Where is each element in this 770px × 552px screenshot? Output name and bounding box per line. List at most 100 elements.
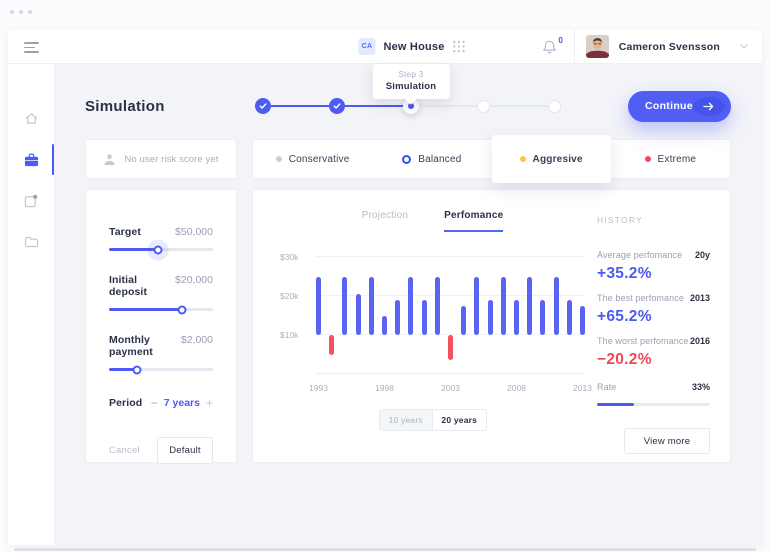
risk-row: No user risk score yet Conservative Balan… (85, 135, 731, 183)
slider-label: Target (109, 226, 141, 238)
dot-icon (275, 156, 282, 162)
view-more-button[interactable]: View more (624, 428, 710, 454)
initial-deposit-slider-thumb[interactable] (177, 305, 187, 314)
stepper-connector (345, 105, 403, 107)
bar-2005 (474, 276, 480, 335)
x-tick-1993: 1993 (309, 383, 328, 393)
history-items: Average perfomance 20y +35.2% The best perf… (597, 250, 710, 379)
home-icon (24, 111, 39, 126)
history-item-value: +35.2% (597, 265, 652, 282)
bar-2007 (500, 276, 506, 335)
initial-deposit-slider-track[interactable] (109, 305, 213, 314)
sidebar-item-documents[interactable] (8, 233, 54, 250)
cancel-button[interactable]: Cancel (109, 445, 140, 456)
bar-2011 (553, 276, 559, 335)
step-1-completed[interactable] (255, 98, 271, 114)
notifications-button[interactable]: 0 (542, 36, 563, 55)
portfolio-icon (24, 153, 39, 167)
bar-2013 (580, 305, 585, 335)
step-3-current[interactable] (403, 98, 419, 114)
grid-dots-icon[interactable] (453, 40, 466, 53)
rate-row: Rate 33% (597, 382, 710, 392)
range-10-years[interactable]: 10 years (379, 410, 432, 430)
sidebar-item-portfolio[interactable] (8, 144, 54, 175)
history-item-row: Average perfomance 20y (597, 250, 710, 260)
risk-option-balanced[interactable]: Balanced (372, 140, 491, 178)
bar-1996 (355, 294, 361, 335)
main-content: Simulation Continue No user risk score y… (54, 64, 762, 545)
tab-projection[interactable]: Projection (361, 210, 409, 221)
chart-tabs: Projection Perfomance (280, 210, 585, 232)
workspace-switcher[interactable]: CA New House (358, 30, 465, 63)
history-item-label: Average perfomance (597, 250, 683, 260)
period-label: Period (109, 397, 143, 409)
export-icon (24, 194, 38, 208)
range-20-years[interactable]: 20 years (432, 410, 486, 430)
tab-perfomance[interactable]: Perfomance (444, 210, 504, 232)
history-panel: HISTORY Average perfomance 20y +35.2% The b… (597, 210, 710, 462)
period-value: 7 years (163, 397, 200, 409)
risk-option-label: Aggresive (532, 153, 583, 165)
x-tick-1998: 1998 (375, 383, 394, 393)
risk-options-card: Conservative Balanced Aggresive Extreme (252, 135, 731, 183)
target-slider-thumb[interactable] (153, 245, 163, 254)
dot-icon (644, 156, 651, 162)
risk-option-label: Conservative (288, 153, 350, 165)
step-tooltip: Step 3 Simulation (372, 64, 450, 99)
risk-option-aggresive[interactable]: Aggresive (491, 135, 611, 183)
monthly-payment-slider-track[interactable] (109, 365, 213, 374)
sidebar-item-home[interactable] (8, 110, 54, 127)
default-button[interactable]: Default (157, 437, 213, 464)
title-row: Simulation Continue (85, 90, 731, 122)
target-slider-track[interactable] (109, 245, 213, 254)
step-4-upcoming[interactable] (477, 99, 490, 113)
slider-value: $20,000 (175, 274, 213, 286)
x-axis-labels: 1993 1998 2003 2008 2013 (309, 383, 592, 395)
dot-icon (519, 156, 526, 162)
chevron-down-icon[interactable] (740, 44, 748, 49)
monthly-payment-slider-thumb[interactable] (132, 365, 142, 374)
risk-option-extreme[interactable]: Extreme (611, 140, 730, 178)
bar-2004 (461, 305, 467, 335)
step-5-upcoming[interactable] (548, 99, 561, 113)
bar-1993 (316, 276, 321, 335)
sidebar-item-reports[interactable] (8, 192, 54, 209)
step-2-completed[interactable] (329, 98, 345, 114)
history-item-the-worst-perfomance: The worst perfomance 2016 −20.2% (597, 336, 710, 369)
header: CA New House 0 Cameron Svensson (8, 30, 762, 64)
bar-1998 (382, 315, 387, 335)
gridline-10k (316, 334, 585, 335)
slider-label-row: Monthly payment $2,000 (109, 334, 213, 358)
ring-icon (402, 154, 412, 164)
notification-count: 0 (558, 35, 563, 45)
bar-1997 (368, 276, 374, 335)
user-name: Cameron Svensson (618, 40, 720, 53)
app-window: CA New House 0 Cameron Svensson (8, 30, 762, 545)
main-row: Target $50,000 Initial deposit $20,000 Month… (85, 189, 731, 464)
continue-button[interactable]: Continue (628, 90, 731, 122)
bar-2009 (527, 276, 533, 335)
bar-2012 (566, 299, 572, 335)
stepper-connector (490, 105, 548, 107)
y-tick-label: $30k (280, 252, 299, 262)
chart-column: Projection Perfomance $10k $20k $30k 1993 19… (280, 210, 597, 462)
sidebar (8, 64, 54, 545)
x-tick-2013: 2013 (573, 383, 592, 393)
history-item-value: +65.2% (597, 308, 652, 325)
avatar[interactable] (585, 35, 609, 58)
period-decrease-button[interactable]: − (150, 396, 158, 410)
slider-group-target: Target $50,000 (109, 226, 213, 254)
slider-fill (109, 368, 138, 371)
history-item-row: The worst perfomance 2016 (597, 336, 710, 346)
risk-option-conservative[interactable]: Conservative (253, 140, 372, 178)
rate-progress-bar (597, 403, 710, 406)
risk-score-empty-card: No user risk score yet (85, 139, 237, 179)
period-increase-button[interactable]: + (205, 396, 213, 410)
tooltip-step: Step 3 (398, 70, 424, 79)
bell-icon (542, 39, 557, 55)
slider-label-row: Initial deposit $20,000 (109, 274, 213, 298)
history-item-row: The best perfomance 2013 (597, 293, 710, 303)
background-window-edge (14, 548, 756, 551)
menu-icon[interactable] (24, 42, 39, 56)
slider-group-monthly-payment: Monthly payment $2,000 (109, 334, 213, 374)
